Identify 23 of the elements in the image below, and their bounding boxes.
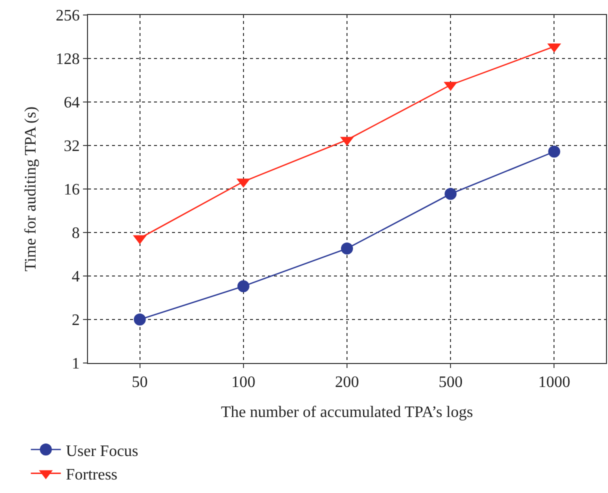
point (548, 146, 560, 158)
point (444, 188, 457, 200)
x-tick-label: 200 (335, 374, 359, 392)
x-tick-label: 500 (438, 374, 463, 392)
legend-label: User Focus (66, 442, 138, 460)
y-tick-label: 4 (72, 268, 80, 286)
y-tick-label: 16 (64, 182, 80, 199)
x-tick-label: 1000 (538, 374, 570, 392)
y-tick-label: 32 (64, 138, 80, 156)
point (341, 242, 353, 254)
point (134, 314, 146, 326)
y-tick-label: 128 (56, 51, 80, 68)
x-tick-label: 100 (231, 374, 256, 392)
y-axis-title: Time for auditing TPA (s) (22, 106, 40, 272)
x-tick-label: 50 (132, 374, 148, 392)
y-tick-label: 2 (72, 312, 80, 330)
y-tick-label: 1 (72, 356, 80, 373)
y-tick-label: 64 (64, 94, 80, 112)
y-tick-label: 256 (56, 8, 80, 25)
y-tick-label: 8 (72, 225, 80, 242)
point (237, 280, 250, 292)
x-axis-title: The number of accumulated TPA’s logs (221, 404, 473, 421)
legend-label: Fortress (66, 466, 118, 484)
